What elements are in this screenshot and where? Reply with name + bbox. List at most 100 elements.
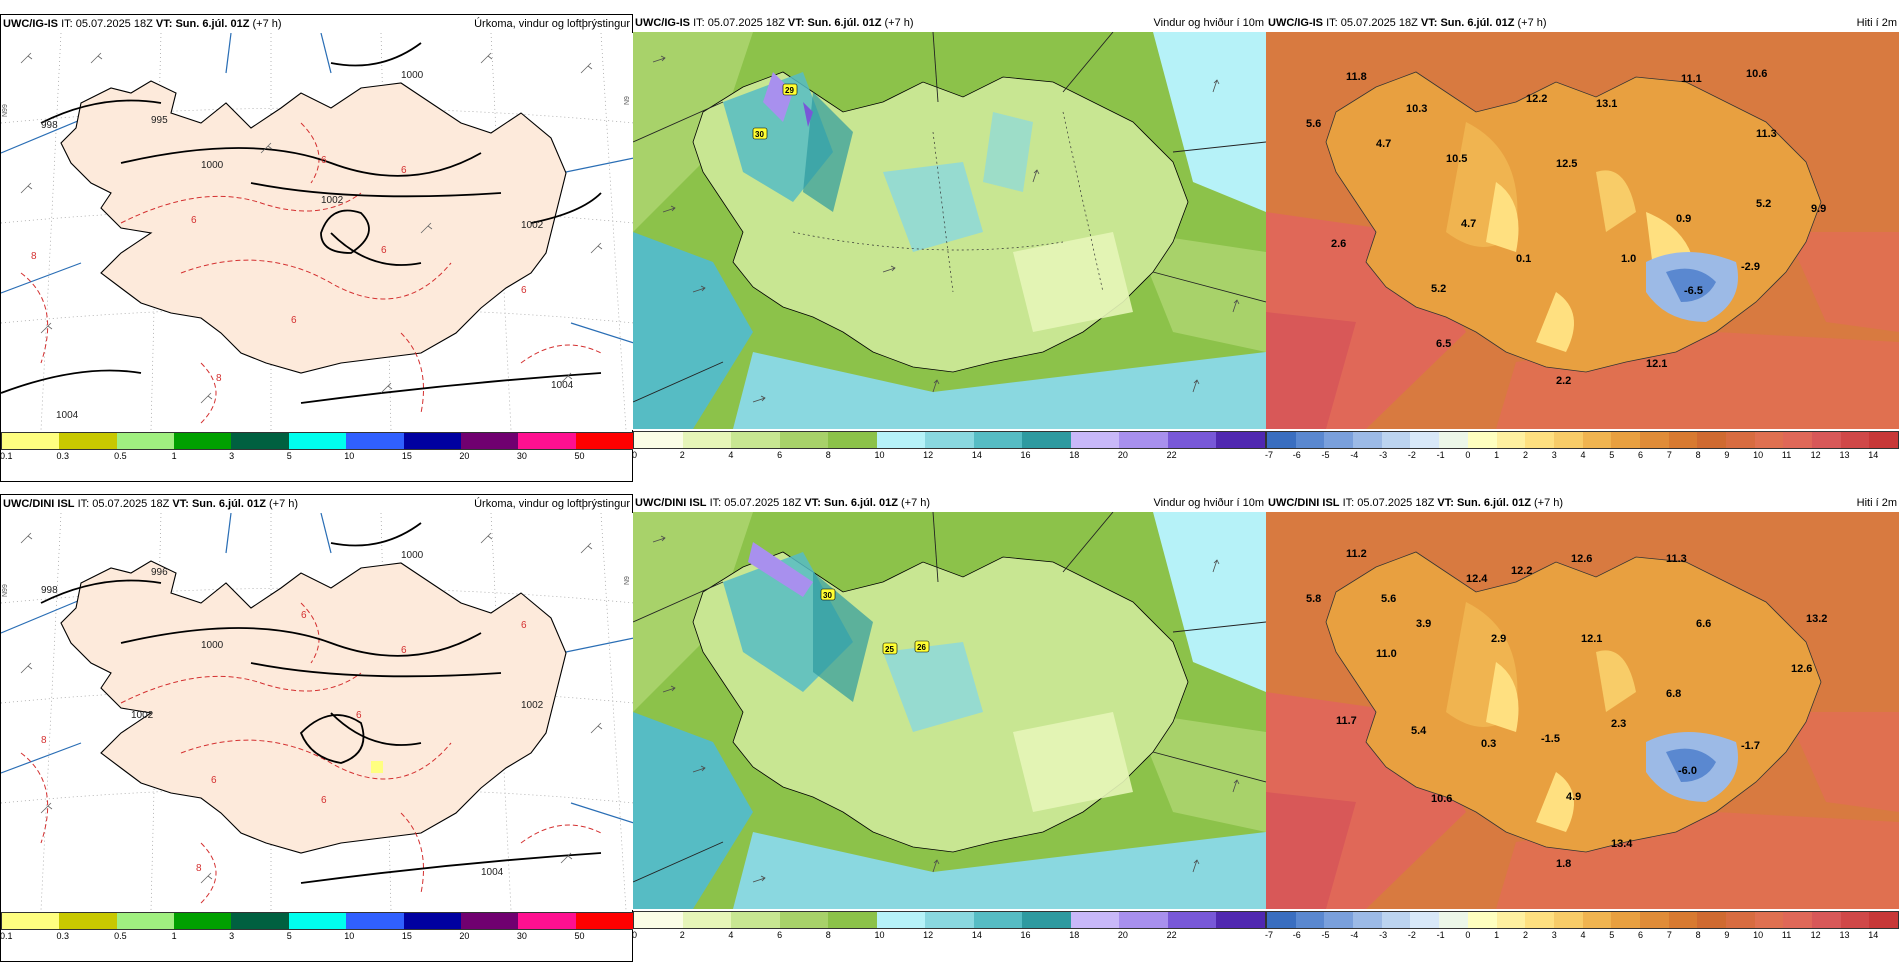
colorbar-tick-label: 6 (1638, 450, 1644, 460)
colorbar-tick-label: -5 (1321, 930, 1330, 940)
colorbar-tick-label: 3 (1551, 930, 1557, 940)
colorbar-segment (1553, 432, 1583, 448)
temp-value: 6.6 (1696, 618, 1711, 630)
wind-map: 30 25 26 (633, 512, 1266, 909)
colorbar-tick-label: -2 (1407, 930, 1416, 940)
temp-map: 11.8 5.6 4.7 10.3 10.5 12.2 13.1 11.1 10… (1266, 32, 1899, 429)
colorbar-tick-label: 16 (1020, 450, 1031, 460)
colorbar-segment (1167, 432, 1217, 448)
precip-label: 8 (216, 373, 222, 384)
gust-label: 30 (823, 591, 832, 600)
colorbar-tick-label: 13 (1839, 450, 1850, 460)
temp-value: 2.3 (1611, 718, 1626, 730)
temp-value: 11.2 (1346, 548, 1367, 560)
colorbar-segment (634, 912, 683, 928)
colorbar-tick-label: 20 (459, 931, 470, 941)
lead-time: (+7 h) (884, 17, 914, 29)
colorbar-segment (403, 433, 461, 449)
colorbar-segment (403, 913, 461, 929)
colorbar-tick-label: -1 (1436, 930, 1445, 940)
temp-value: 10.5 (1446, 153, 1467, 165)
colorbar-tick-label: -2 (1407, 450, 1416, 460)
colorbar-segment (59, 433, 117, 449)
colorbar-segment (1697, 432, 1726, 448)
colorbar-segment (1216, 432, 1265, 448)
precip-colorbar (1, 432, 634, 450)
colorbar-segment (1697, 912, 1726, 928)
colorbar-tick-label: 0.3 (56, 931, 70, 941)
colorbar-segment (1119, 912, 1168, 928)
colorbar-tick-label: 15 (401, 931, 412, 941)
isobar-label: 1004 (56, 410, 79, 421)
colorbar-tick-label: 0.1 (0, 451, 13, 461)
temp-value: 12.5 (1556, 158, 1577, 170)
colorbar-tick-label: 0 (1465, 450, 1471, 460)
colorbar-tick-label: -3 (1379, 450, 1388, 460)
colorbar-segment (1639, 912, 1669, 928)
colorbar-tick-label: 2 (679, 930, 685, 940)
colorbar-segment (973, 432, 1023, 448)
gust-label: 26 (917, 643, 926, 652)
colorbar-tick-label: -4 (1350, 450, 1359, 460)
colorbar-segment (1668, 432, 1698, 448)
side-label: N9 (624, 576, 631, 585)
parameter-title: Vindur og hviður í 10m (1153, 497, 1264, 509)
temp-value: 12.2 (1526, 93, 1547, 105)
model-name: UWC/IG-IS (1268, 17, 1323, 29)
parameter-title: Úrkoma, vindur og loftþrýstingur (474, 498, 630, 510)
vt-label: VT: (1420, 17, 1438, 29)
side-label: N99 (2, 584, 9, 597)
colorbar-tick-label: 9 (1724, 450, 1730, 460)
gust-label: 29 (785, 86, 794, 95)
colorbar-segment (925, 912, 974, 928)
colorbar-tick-label: 14 (971, 450, 982, 460)
colorbar-tick-label: 5 (1609, 450, 1615, 460)
isobar-label: 1000 (201, 640, 224, 651)
colorbar-tick-label: 12 (1810, 930, 1821, 940)
panel-header: UWC/DINI ISL IT: 05.07.2025 18Z VT: Sun.… (1268, 494, 1897, 512)
colorbar-segment (1553, 912, 1583, 928)
colorbar-segment (174, 433, 232, 449)
temp-value: 9.9 (1811, 203, 1826, 215)
vt-value: Sun. 6.júl. 01Z (823, 497, 898, 509)
colorbar-tick-label: 7 (1666, 450, 1672, 460)
precip-label: 6 (381, 245, 387, 256)
temp-value: 0.1 (1516, 253, 1531, 265)
temp-value: 12.6 (1791, 663, 1812, 675)
colorbar-tick-label: 5 (1609, 930, 1615, 940)
colorbar-segment (1070, 912, 1120, 928)
temp-value: 12.6 (1571, 553, 1592, 565)
colorbar-segment (1611, 432, 1640, 448)
colorbar-tick-label: -3 (1379, 930, 1388, 940)
colorbar-segment (828, 432, 877, 448)
precip-colorbar-labels: 0.1 0.3 0.5 1 3 5 10 15 20 30 50 (0, 931, 634, 943)
colorbar-segment (1439, 912, 1468, 928)
precip-label: 6 (521, 620, 527, 631)
colorbar-segment (116, 433, 175, 449)
vt-value: Sun. 6.júl. 01Z (175, 18, 250, 30)
colorbar-tick-label: 1 (1494, 930, 1500, 940)
colorbar-tick-label: 10 (874, 930, 885, 940)
colorbar-segment (682, 912, 732, 928)
it-label: IT: (61, 18, 73, 30)
colorbar-segment (346, 913, 404, 929)
colorbar-segment (1167, 912, 1217, 928)
temp-value: 11.7 (1336, 715, 1357, 727)
colorbar-tick-label: 2 (679, 450, 685, 460)
colorbar-segment (1639, 432, 1669, 448)
colorbar-tick-label: 0.5 (114, 451, 127, 461)
colorbar-tick-label: 13 (1839, 930, 1850, 940)
it-value: 05.07.2025 18Z (92, 498, 170, 510)
colorbar-segment (731, 912, 780, 928)
colorbar-tick-label: 10 (1753, 450, 1764, 460)
vt-value: Sun. 6.júl. 01Z (1456, 497, 1531, 509)
colorbar-tick-label: 11 (1781, 930, 1792, 940)
it-label: IT: (1342, 497, 1355, 509)
colorbar-segment (1812, 912, 1841, 928)
colorbar-tick-label: 30 (516, 451, 527, 461)
precip-label: 6 (291, 315, 297, 326)
temp-value: 11.8 (1346, 71, 1367, 83)
colorbar-segment (116, 913, 175, 929)
isobar-label: 1000 (401, 550, 424, 561)
temp-value: 13.4 (1611, 838, 1633, 850)
